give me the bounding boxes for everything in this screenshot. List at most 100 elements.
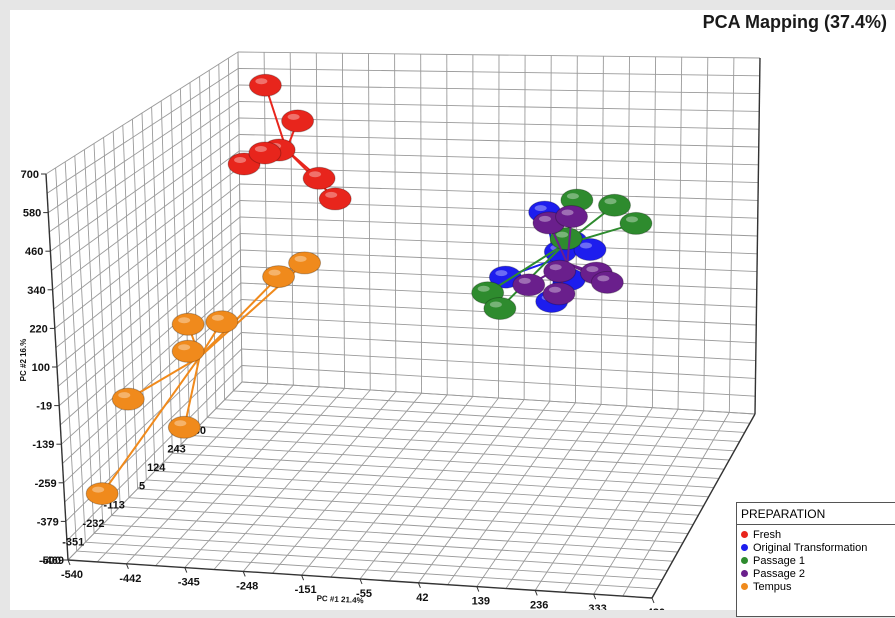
left-wall-gridline (55, 200, 241, 349)
point-fresh (281, 109, 315, 133)
back-wall-gridline (703, 57, 709, 411)
legend-marker (741, 557, 748, 564)
legend-label: Passage 1 (753, 554, 805, 567)
floor-gridline (181, 443, 719, 479)
point-fresh (302, 166, 336, 190)
floor-gridline (447, 402, 576, 585)
legend-marker (741, 531, 748, 538)
x-tick-mark (417, 582, 421, 588)
data-series (85, 73, 653, 506)
x-tick-mark (476, 586, 480, 592)
point-highlight (597, 275, 610, 282)
x-tick-label: 139 (472, 596, 490, 608)
left-wall-gridline (46, 68, 239, 194)
y-tick-label: 100 (32, 362, 50, 374)
legend-label: Original Transformation (753, 541, 868, 554)
back-wall-edge (754, 57, 761, 415)
z-tick-label: 243 (167, 444, 185, 456)
point-highlight (294, 255, 307, 262)
x-tick-label: -151 (295, 584, 317, 596)
floor-gridline (418, 400, 551, 584)
y-tick-label: -500 (39, 555, 61, 567)
left-wall-gridline (179, 88, 191, 436)
point-highlight (234, 156, 247, 163)
x-tick-label: 333 (588, 603, 606, 610)
x-tick-mark (184, 567, 188, 573)
point-highlight (566, 193, 579, 200)
legend-item-original-transformation: Original Transformation (737, 541, 895, 554)
left-wall-gridline (227, 58, 234, 391)
x-tick-mark (125, 563, 129, 569)
point-highlight (586, 266, 599, 273)
point-highlight (92, 486, 105, 493)
back-wall-gridline (523, 55, 526, 400)
series-passage-2 (512, 205, 624, 306)
point-fresh (318, 187, 352, 211)
x-tick-label: -540 (61, 569, 83, 581)
back-wall-gridline (600, 56, 604, 405)
point-tempus (167, 415, 201, 439)
x-tick-label: 42 (416, 592, 428, 604)
pca-3d-plot: -500 -379 -259 -139 -19 100 220 340 460 580 700 -54… (19, 51, 761, 610)
point-fresh (248, 141, 282, 165)
legend-item-passage-2: Passage 2 (737, 567, 895, 580)
point-highlight (549, 264, 562, 271)
x-tick-label: -345 (178, 577, 200, 589)
back-wall-gridline (651, 56, 657, 408)
left-wall-gridline (199, 76, 208, 418)
x-tick-label: -248 (236, 580, 258, 592)
x-axis-title: PC #1 21.4% (316, 594, 364, 605)
x-tick-mark (651, 597, 655, 604)
floor-gridline (163, 461, 709, 498)
axis-ticks: -500 -379 -259 -139 -19 100 220 340 460 580 700 -54… (19, 169, 665, 610)
y-tick-label: 700 (21, 169, 39, 181)
point-highlight (178, 344, 191, 351)
point-highlight (549, 286, 562, 293)
y-tick-label: -139 (32, 439, 54, 451)
legend-label: Fresh (753, 528, 782, 541)
x-tick-label: 430 (647, 607, 665, 610)
y-tick-label: -19 (36, 401, 52, 413)
back-wall-gridline (239, 150, 759, 166)
chart-title: PCA Mapping (37.4%) (702, 12, 887, 32)
point-passage-2 (542, 282, 576, 306)
floor-gridline (388, 399, 525, 582)
legend-title: PREPARATION (737, 503, 895, 525)
x-tick-mark (359, 578, 363, 585)
floor-gridline (476, 404, 602, 587)
point-tempus (288, 251, 322, 275)
y-tick-label: 220 (29, 323, 47, 335)
back-wall-gridline (238, 134, 759, 148)
left-wall-gridline (237, 51, 243, 383)
floor-gridline (224, 399, 745, 433)
point-highlight (625, 216, 638, 223)
y-tick-label: 340 (27, 285, 45, 297)
point-highlight (580, 242, 593, 249)
point-passage-1 (597, 193, 631, 217)
floor-gridline (564, 408, 679, 593)
series-tempus (85, 251, 322, 506)
y-tick-label: 460 (25, 246, 43, 258)
z-tick-label: -469 (42, 555, 64, 567)
left-wall-gridline (49, 101, 239, 233)
point-highlight (309, 171, 322, 178)
left-wall-gridline (52, 150, 240, 291)
left-wall-gridline (53, 167, 240, 310)
point-highlight (489, 301, 502, 308)
legend-label: Tempus (753, 580, 792, 593)
y-tick-label: 580 (23, 208, 41, 220)
chart-area: PCA Mapping (37.4%) -500 -379 -259 -139 -19 1… (10, 10, 895, 617)
spoke-fresh (264, 84, 288, 151)
floor-gridline (154, 470, 704, 507)
left-wall-gridline (54, 183, 240, 329)
point-passage-1 (483, 296, 517, 320)
point-highlight (538, 215, 551, 222)
point-highlight (268, 269, 281, 276)
point-highlight (477, 285, 490, 292)
x-tick-label: 236 (530, 599, 548, 610)
point-highlight (518, 277, 531, 284)
x-tick-mark (67, 559, 71, 566)
point-tempus (171, 312, 205, 336)
point-passage-2 (590, 270, 624, 294)
plot-grid (45, 51, 761, 599)
